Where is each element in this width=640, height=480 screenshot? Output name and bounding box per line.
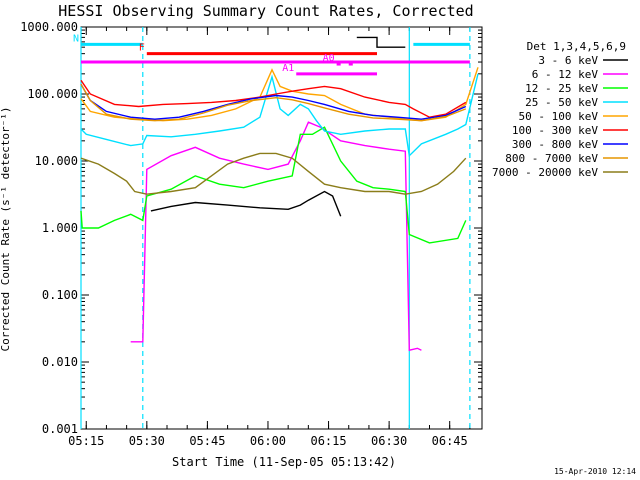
series-line — [80, 83, 467, 122]
legend-label: 100 - 300 keV — [512, 124, 598, 137]
legend-label: 6 - 12 keV — [532, 68, 599, 81]
x-axis: 05:15 05:30 05:45 06:00 06:15 06:30 06:45 — [68, 27, 471, 448]
y-tick-label: 100.000 — [27, 87, 78, 101]
y-tick-label: 0.010 — [42, 355, 78, 369]
legend-label: 50 - 100 keV — [519, 110, 599, 123]
x-tick-label: 05:45 — [189, 434, 225, 448]
chart-title: HESSI Observing Summary Count Rates, Cor… — [58, 2, 473, 20]
series-layer — [80, 36, 479, 352]
x-tick-label: 05:15 — [68, 434, 104, 448]
legend-label: 3 - 6 keV — [538, 54, 598, 67]
y-tick-label: 1000.000 — [20, 20, 78, 34]
attenuator-step — [356, 36, 406, 48]
legend-label: 12 - 25 keV — [525, 82, 598, 95]
flag-bars: N F A1 A0 — [73, 33, 470, 76]
flag-label: N — [73, 33, 79, 44]
series-line — [80, 152, 467, 195]
x-tick-label: 06:45 — [432, 434, 468, 448]
flag-label: F — [139, 43, 145, 54]
legend-title: Det 1,3,4,5,6,9 — [527, 40, 626, 53]
x-tick-label: 06:30 — [371, 434, 407, 448]
y-tick-label: 10.000 — [35, 154, 78, 168]
y-tick-label: 0.100 — [42, 288, 78, 302]
x-tick-label: 05:30 — [129, 434, 165, 448]
vertical-markers — [80, 27, 471, 429]
legend-label: 800 - 7000 keV — [505, 152, 598, 165]
series-line — [80, 79, 467, 118]
series-line — [80, 73, 479, 158]
x-tick-label: 06:00 — [250, 434, 286, 448]
date-stamp: 15-Apr-2010 12:14 — [554, 467, 636, 476]
series-line — [130, 121, 422, 352]
y-axis: 1000.000 100.000 10.000 1.000 0.100 0.010 0.00… — [20, 20, 482, 436]
legend-label: 7000 - 20000 keV — [492, 166, 598, 179]
y-axis-label: Corrected Count Rate (s⁻¹ detector⁻¹) — [0, 106, 12, 351]
flag-label: A1 — [282, 63, 294, 74]
series-line — [80, 126, 467, 244]
series-line — [80, 83, 467, 120]
flag-label: A0 — [323, 53, 335, 64]
legend-label: 25 - 50 keV — [525, 96, 598, 109]
series-line — [150, 190, 342, 217]
x-tick-label: 06:15 — [310, 434, 346, 448]
y-tick-label: 0.001 — [42, 422, 78, 436]
x-axis-label: Start Time (11-Sep-05 05:13:42) — [172, 455, 396, 469]
y-tick-label: 1.000 — [42, 221, 78, 235]
legend-label: 300 - 800 keV — [512, 138, 598, 151]
